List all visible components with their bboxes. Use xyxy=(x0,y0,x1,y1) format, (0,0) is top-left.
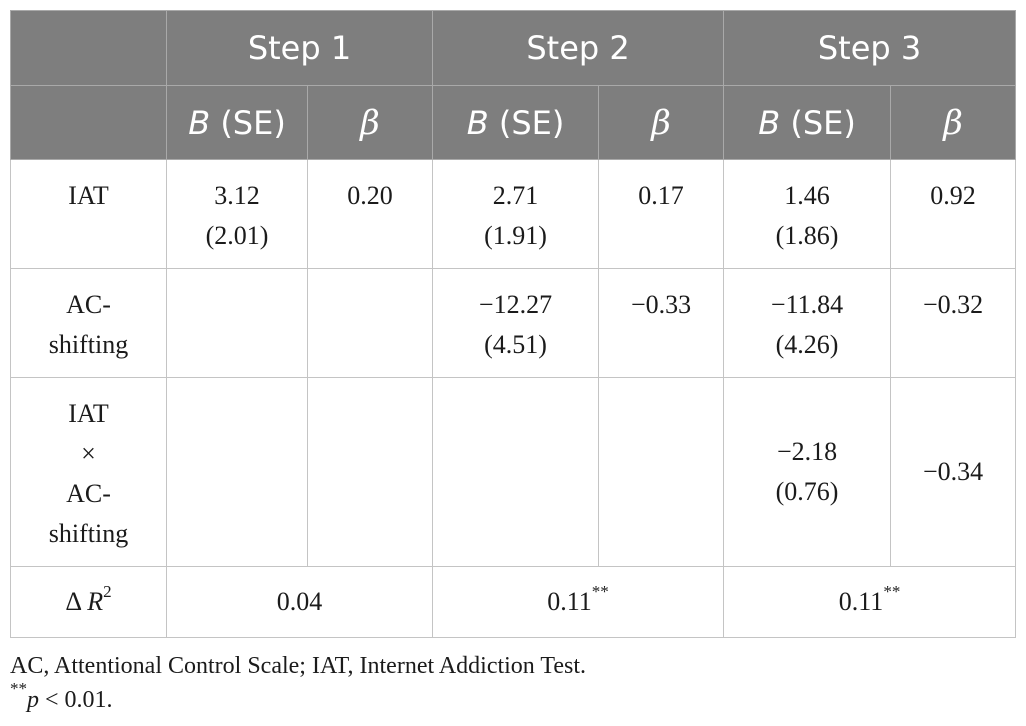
step-3-b-cell: −11.84 (4.26) xyxy=(723,268,892,378)
step-3-beta-cell: −0.34 xyxy=(890,377,1017,567)
subheader-row: B (SE) β B (SE) β B (SE) β xyxy=(10,85,1017,160)
table-row-delta-r2: Δ R2 0.04 0.11** 0.11** xyxy=(10,566,1017,638)
significance-note: **p < 0.01. xyxy=(10,679,113,713)
row-label: Δ R2 xyxy=(10,566,167,638)
step-2-b-cell: 2.71 (1.91) xyxy=(432,159,600,269)
beta-header: β xyxy=(306,85,434,160)
step-1-b-cell xyxy=(166,377,308,567)
b-se-header: B (SE) xyxy=(432,85,600,160)
step-1-beta-cell xyxy=(306,377,434,567)
step-2-b-cell: −12.27 (4.51) xyxy=(432,268,600,378)
step-3-beta-cell: −0.32 xyxy=(890,268,1017,378)
b-se-header: B (SE) xyxy=(723,85,892,160)
step-2-beta-cell: 0.17 xyxy=(598,159,725,269)
step-3-beta-cell: 0.92 xyxy=(890,159,1017,269)
step-2-beta-cell xyxy=(598,377,725,567)
step-1-b-cell: 3.12 (2.01) xyxy=(166,159,308,269)
step-2-b-cell xyxy=(432,377,600,567)
step-2-delta-r2: 0.11** xyxy=(432,566,725,638)
row-label: IAT xyxy=(10,159,167,269)
step-2-beta-cell: −0.33 xyxy=(598,268,725,378)
step-1-header: Step 1 xyxy=(165,10,434,86)
row-label: AC- shifting xyxy=(10,268,167,378)
step-3-b-cell: −2.18 (0.76) xyxy=(723,377,892,567)
step-2-header: Step 2 xyxy=(432,10,725,86)
b-se-header: B (SE) xyxy=(166,85,308,160)
step-header-row: Step 1 Step 2 Step 3 xyxy=(10,10,1017,86)
table-row-interaction: IAT × AC- shifting −2.18 (0.76) −0.34 xyxy=(10,377,1017,567)
step-1-beta-cell xyxy=(306,268,434,378)
beta-header: β xyxy=(598,85,725,160)
abbreviation-note: AC, Attentional Control Scale; IAT, Inte… xyxy=(10,653,587,679)
table-row-iat: IAT 3.12 (2.01) 0.20 2.71 (1.91) 0.17 1.… xyxy=(10,159,1017,269)
table-footnotes: AC, Attentional Control Scale; IAT, Inte… xyxy=(10,649,1010,717)
step-1-delta-r2: 0.04 xyxy=(165,566,434,638)
step-1-beta-cell: 0.20 xyxy=(306,159,434,269)
step-3-b-cell: 1.46 (1.86) xyxy=(723,159,892,269)
beta-header: β xyxy=(890,85,1017,160)
step-3-delta-r2: 0.11** xyxy=(723,566,1017,638)
step-1-b-cell xyxy=(166,268,308,378)
regression-table: Step 1 Step 2 Step 3 B (SE) β B (SE) β B… xyxy=(10,10,1017,638)
corner-cell-2 xyxy=(10,85,167,160)
step-3-header: Step 3 xyxy=(723,10,1017,86)
corner-cell xyxy=(10,10,167,86)
table-row-ac-shifting: AC- shifting −12.27 (4.51) −0.33 −11.84 … xyxy=(10,268,1017,378)
row-label: IAT × AC- shifting xyxy=(10,377,167,567)
